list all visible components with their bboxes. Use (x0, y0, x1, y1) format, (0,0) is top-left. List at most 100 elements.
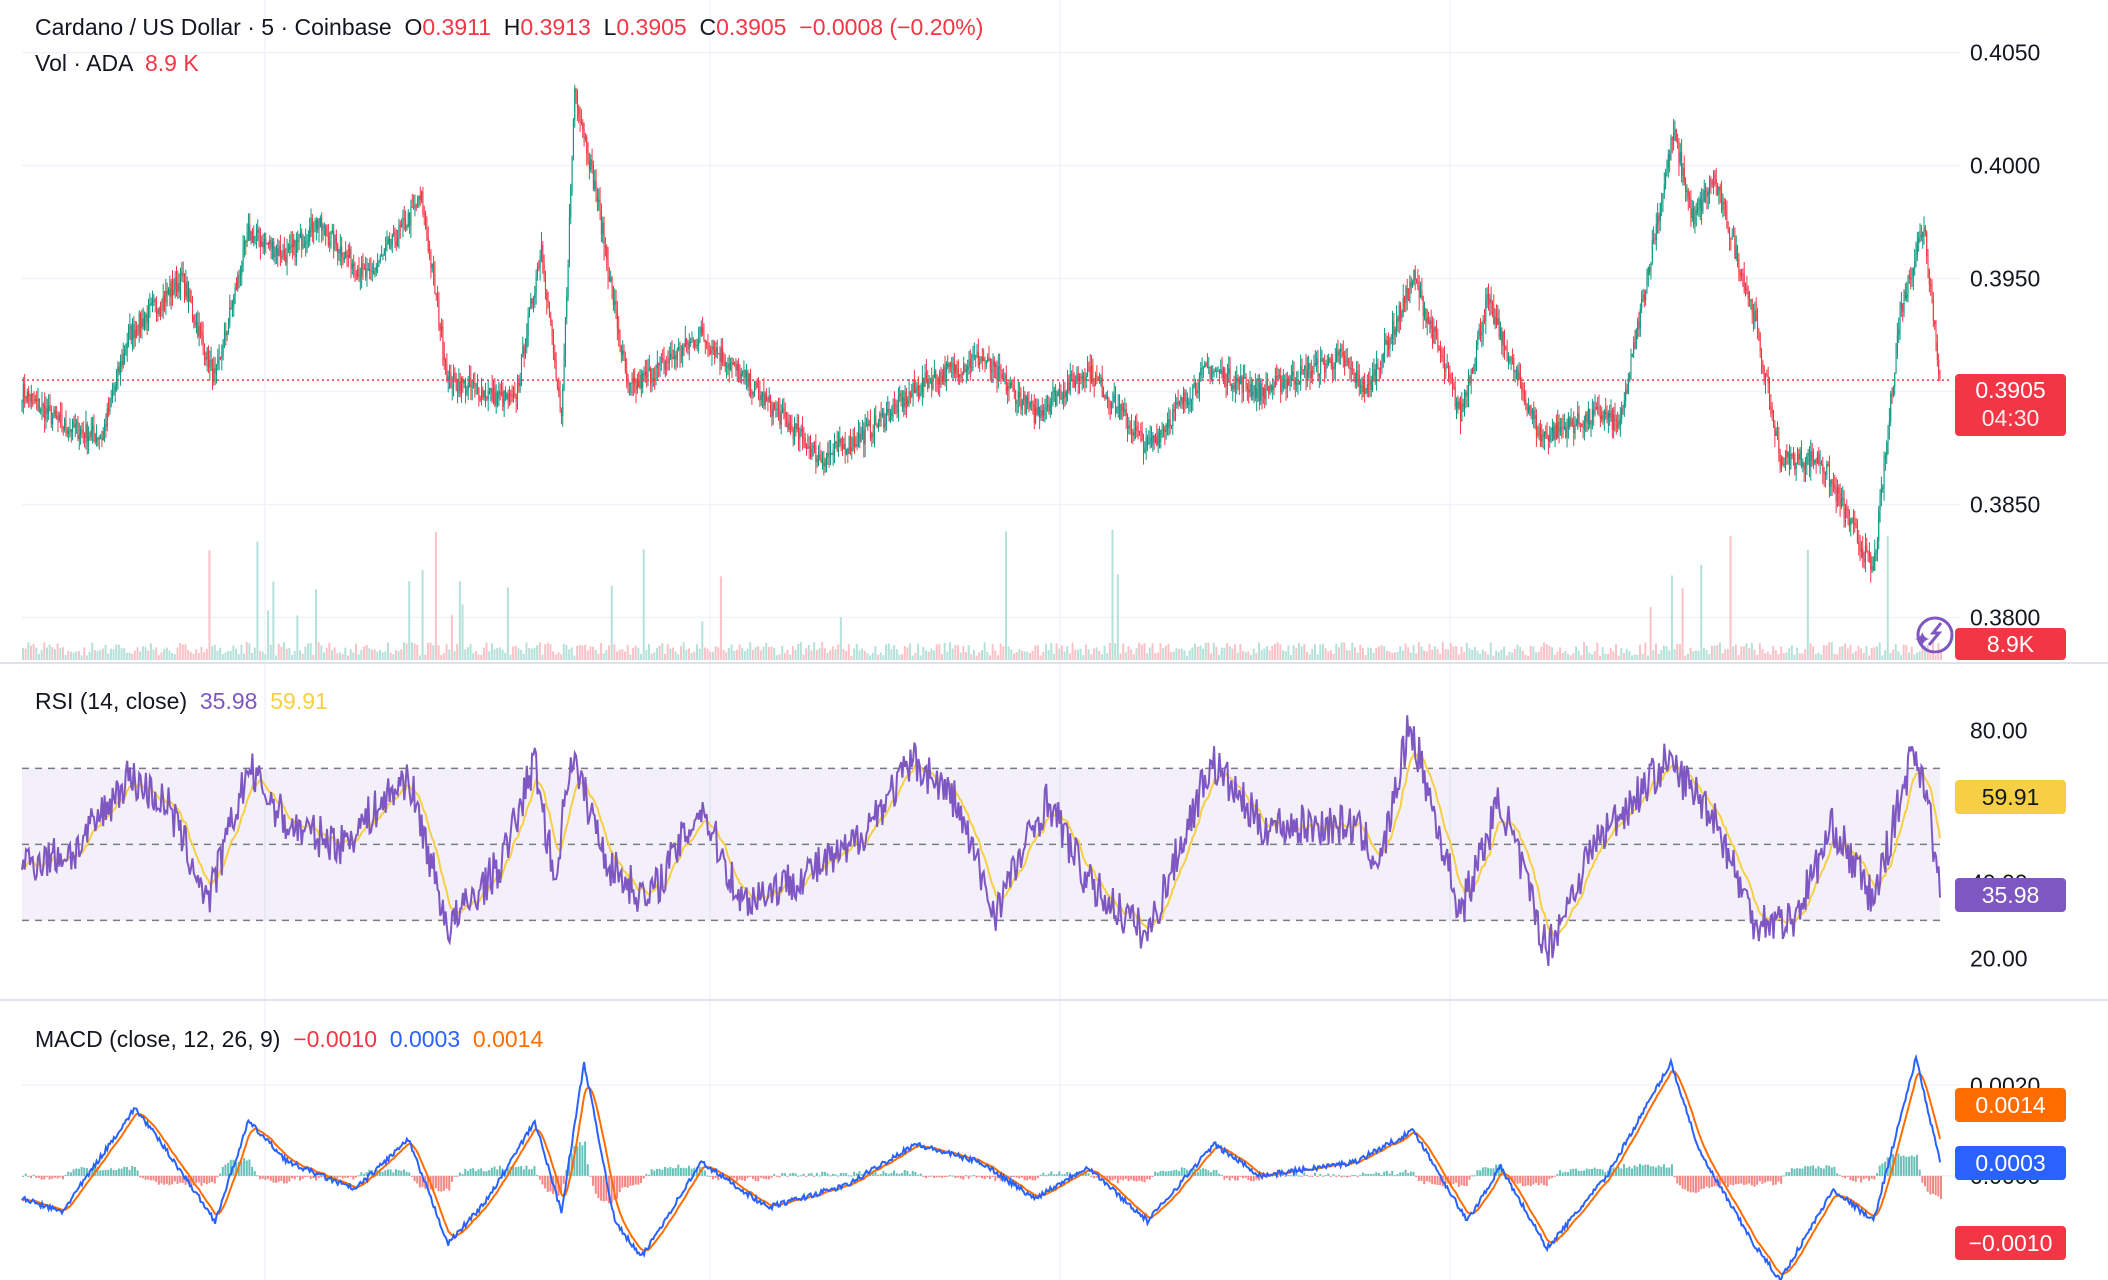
candle-body (1206, 365, 1208, 368)
volume-bar (909, 643, 912, 660)
candle-body (1027, 396, 1029, 404)
candle-body (1899, 308, 1901, 330)
candle-body (1236, 377, 1238, 382)
volume-bar (434, 531, 437, 660)
macd-hist-bar (775, 1175, 778, 1177)
candle-body (327, 236, 329, 246)
macd-hist-bar (1436, 1175, 1439, 1185)
candle-body (1181, 397, 1183, 405)
macd-hist-bar (858, 1171, 861, 1176)
candle-body (238, 275, 240, 277)
volume-bar (1596, 642, 1599, 660)
volume-bar (1026, 651, 1029, 660)
macd-legend[interactable]: MACD (close, 12, 26, 9) −0.0010 0.0003 0… (35, 1026, 543, 1053)
price-pane[interactable] (21, 84, 1950, 583)
volume-bar (1279, 644, 1282, 660)
volume-bar (1681, 588, 1684, 660)
rsi-label[interactable]: RSI (14, close) (35, 688, 188, 714)
volume-bar (557, 652, 560, 660)
interval[interactable]: 5 (261, 14, 275, 40)
candle-body (41, 404, 43, 410)
candle-body (191, 303, 194, 316)
candle-body (1443, 357, 1446, 372)
volume-bar (562, 643, 565, 660)
macd-hist-bar (434, 1175, 437, 1189)
candle-body (163, 295, 166, 303)
candle-body (199, 325, 202, 332)
macd-hist-bar (1572, 1168, 1575, 1176)
macd-hist-bar (163, 1175, 166, 1185)
volume-label[interactable]: Vol · ADA (35, 50, 133, 76)
macd-hist-bar (1676, 1175, 1679, 1184)
macd-hist-bar (1271, 1175, 1274, 1177)
volume-bar (1508, 651, 1511, 660)
candle-body (1559, 427, 1561, 432)
price-axis[interactable]: 0.40500.40000.39500.39000.38500.380080.0… (1970, 40, 2040, 1189)
volume-bar (480, 654, 483, 660)
macd-hist-bar (1196, 1172, 1199, 1176)
macd-hist-bar (1575, 1168, 1578, 1176)
macd-hist-bar (562, 1175, 565, 1184)
macd-signal-line (21, 1069, 1941, 1276)
macd-hist-bar (1361, 1172, 1364, 1176)
macd-line (21, 1053, 1941, 1280)
candle-body (1517, 369, 1519, 380)
candle-body (823, 462, 825, 467)
candle-body (1182, 392, 1184, 405)
magic-icon[interactable]: ✦ (1913, 616, 1954, 654)
macd-hist-bar (1031, 1175, 1034, 1181)
macd-hist-bar (1766, 1175, 1769, 1182)
candle-body (511, 395, 513, 398)
candle-body (132, 324, 134, 341)
volume-bar (1247, 651, 1250, 660)
candle-body (771, 409, 773, 417)
macd-hist-bar (51, 1175, 54, 1179)
volume-bar (48, 644, 51, 660)
candle-body (666, 361, 668, 363)
volume-bar (1079, 648, 1082, 660)
candle-body (37, 398, 39, 402)
volume-bar (1524, 654, 1527, 660)
volume-bar (967, 645, 970, 660)
rsi-legend[interactable]: RSI (14, close) 35.98 59.91 (35, 688, 328, 715)
candle-body (852, 437, 854, 448)
candle-body (129, 325, 131, 330)
volume-bar (714, 646, 717, 660)
volume-bar (1042, 651, 1045, 660)
candle-body (507, 393, 509, 403)
macd-hist-bar (759, 1175, 762, 1178)
candle-body (1261, 383, 1263, 397)
candle-body (1360, 385, 1362, 388)
volume-bar (1710, 645, 1713, 660)
last-price-badge[interactable]: 0.3905 04:30 (1955, 374, 2066, 436)
macd-hist-bar (1553, 1175, 1556, 1177)
candle-body (1380, 368, 1382, 370)
volume-bar (1087, 649, 1090, 660)
candle-body (1803, 462, 1805, 470)
candle-body (1619, 419, 1621, 427)
macd-hist-bar (1127, 1175, 1130, 1182)
volume-bar (216, 650, 219, 660)
macd-label[interactable]: MACD (close, 12, 26, 9) (35, 1026, 281, 1052)
volume-bar (51, 647, 54, 660)
candle-body (652, 378, 654, 380)
candle-body (390, 245, 392, 249)
volume-bar (224, 652, 227, 660)
candle-body (465, 380, 467, 394)
volume-bar (1700, 564, 1703, 660)
candle-body (1447, 366, 1450, 376)
volume-bar (525, 642, 528, 660)
volume-legend[interactable]: Vol · ADA 8.9 K (35, 50, 199, 77)
rsi-pane[interactable] (21, 715, 1941, 967)
symbol-name[interactable]: Cardano / US Dollar (35, 14, 241, 40)
candle-body (532, 298, 534, 305)
macd-hist-bar (1372, 1173, 1375, 1176)
candle-body (1671, 137, 1673, 140)
volume-bar (1908, 652, 1911, 660)
macd-pane[interactable] (21, 1053, 1942, 1280)
volume-bar (1878, 642, 1881, 660)
volume-bar (685, 649, 688, 660)
exchange[interactable]: Coinbase (294, 14, 392, 40)
symbol-legend[interactable]: Cardano / US Dollar · 5 · Coinbase O0.39… (35, 14, 983, 41)
